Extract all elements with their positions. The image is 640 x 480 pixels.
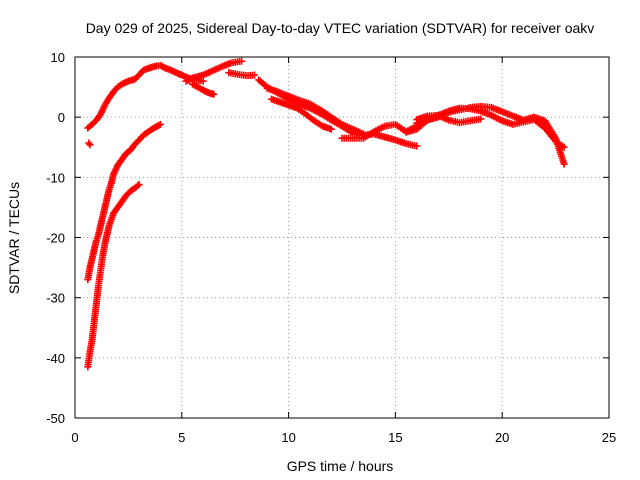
data-point [238,57,246,65]
data-point [86,141,94,149]
data-points-layer [84,57,568,371]
series-track-mid-b [188,80,218,98]
series-track-main [84,61,207,132]
series-track-steep-a [84,120,164,284]
data-point [413,142,421,150]
axis-ticks: 0 5 10 15 20 25 -50 -40 -30 -20 -10 0 10 [46,50,616,445]
x-axis-label: GPS time / hours [287,458,394,474]
data-point [477,115,485,123]
series-track-dot [85,139,94,149]
x-tick-label: 5 [178,430,185,445]
x-tick-label: 0 [71,430,78,445]
data-point [327,125,335,133]
y-tick-label: -10 [46,170,65,185]
x-tick-label: 10 [281,430,295,445]
series-track-desc-b [263,84,367,138]
y-axis-label: SDTVAR / TECUs [6,182,22,294]
series-track-mid-c [225,69,258,80]
x-tick-label: 20 [495,430,509,445]
y-tick-label: 0 [58,110,65,125]
data-point [250,71,258,79]
data-point-fill [134,182,142,190]
data-point [560,160,568,168]
data-point [210,90,218,98]
data-point [560,143,568,151]
y-tick-label: -50 [46,411,65,426]
series-track-steep-b [84,181,143,371]
y-tick-label: 10 [51,50,65,65]
data-point [199,77,207,85]
y-tick-label: -20 [46,231,65,246]
series-track-late-c [413,111,485,127]
y-tick-label: -30 [46,291,65,306]
x-tick-label: 15 [388,430,402,445]
data-point [135,181,143,189]
data-point [156,120,164,128]
y-tick-label: -40 [46,351,65,366]
series-track-desc-c [268,95,335,133]
series-track-mid-a [182,57,246,85]
x-tick-label: 25 [602,430,616,445]
data-point-fill [155,121,163,129]
chart-title: Day 029 of 2025, Sidereal Day-to-day VTE… [86,20,595,36]
